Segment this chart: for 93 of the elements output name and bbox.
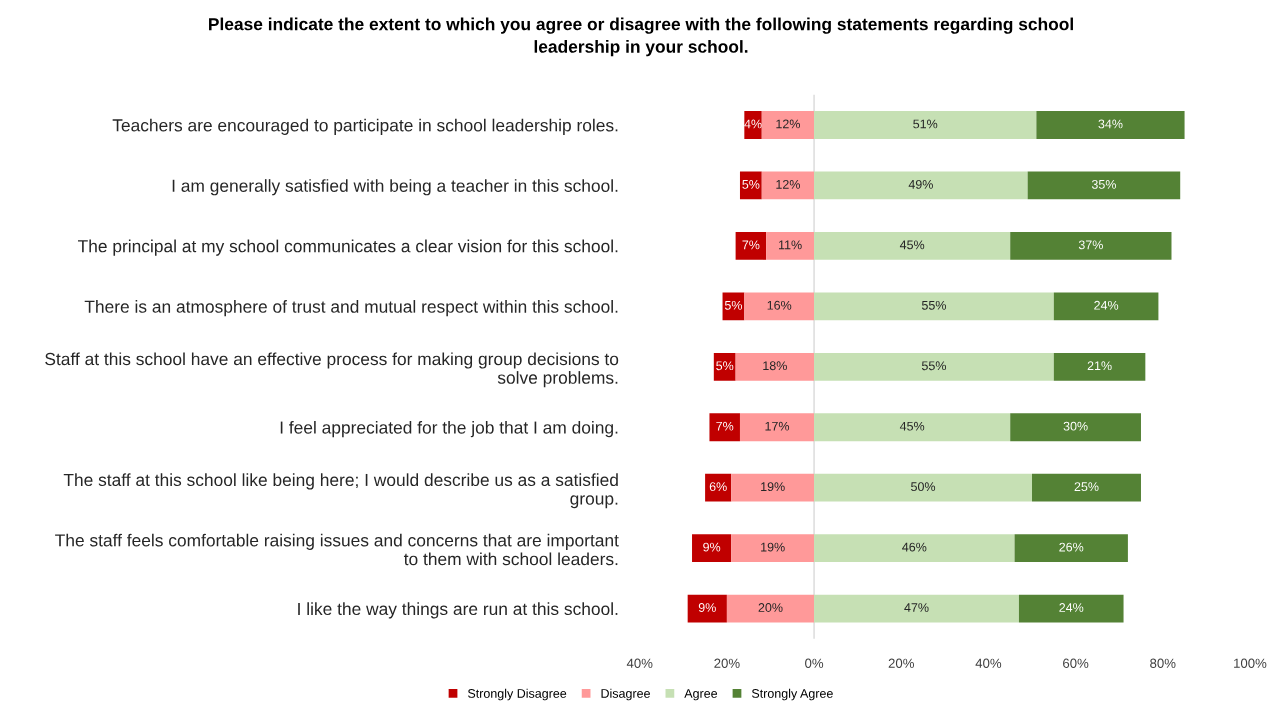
bar: [735, 352, 815, 381]
data-label: 12%: [776, 179, 800, 189]
data-label: 37%: [1078, 240, 1103, 250]
bar: [739, 413, 815, 442]
y-tick-label: The staff at this school like being here; I would describe us as a satisfied group.: [63, 473, 618, 509]
data-label: 35%: [1091, 179, 1116, 189]
bar: [726, 594, 815, 623]
bar: [1018, 594, 1124, 623]
data-label: 5%: [724, 300, 743, 310]
data-label: 9%: [698, 603, 716, 612]
bar: [739, 171, 762, 200]
data-label: 55%: [921, 300, 946, 310]
data-label: 20%: [758, 603, 783, 612]
data-label: 11%: [779, 240, 802, 250]
bar: [1053, 292, 1159, 321]
bar: [1010, 231, 1172, 260]
bar: [814, 231, 1011, 260]
data-label: 18%: [763, 361, 787, 371]
bar: [709, 413, 740, 442]
bar: [766, 231, 815, 260]
data-label: 47%: [904, 603, 929, 612]
legend-label: Agree: [684, 689, 718, 701]
bar: [735, 231, 767, 260]
x-tick-label: 60%: [1063, 658, 1089, 668]
y-tick-label: I like the way things are run at this school.: [298, 602, 618, 619]
bar: [1053, 352, 1146, 381]
legend-label: Strongly Agree: [751, 688, 833, 701]
data-label: 12%: [776, 119, 800, 129]
y-tick-label: I feel appreciated for the job that I am doing.: [280, 420, 618, 438]
bar: [731, 534, 815, 563]
data-label: 16%: [767, 300, 792, 310]
x-tick-label: 100%: [1234, 658, 1267, 668]
bar: [814, 171, 1028, 200]
data-label: 34%: [1098, 119, 1123, 129]
data-label: 7%: [716, 421, 734, 431]
data-label: 55%: [921, 361, 946, 371]
data-label: 5%: [742, 180, 760, 189]
bar: [761, 171, 815, 200]
data-label: 9%: [703, 542, 721, 552]
data-label: 7%: [742, 240, 760, 250]
x-tick-label: 40%: [626, 658, 653, 668]
y-tick-label: I am generally satisfied with being a teacher in this school.: [172, 179, 618, 196]
bar: [705, 473, 732, 502]
chart-title: Please indicate the extent to which you agree or disagree with the following statements regarding school leadership in your school.: [209, 17, 1073, 57]
data-label: 45%: [899, 421, 925, 431]
x-tick-label: 20%: [714, 658, 740, 668]
bar: [814, 473, 1033, 502]
x-tick-label: 80%: [1150, 658, 1176, 668]
bar: [761, 111, 815, 139]
data-label: 24%: [1094, 300, 1119, 310]
data-label: 45%: [899, 240, 925, 250]
bar: [1036, 111, 1185, 139]
bar: [1010, 413, 1141, 442]
data-label: 19%: [761, 482, 785, 492]
bar: [814, 413, 1011, 442]
bar: [744, 111, 762, 139]
bar: [692, 534, 732, 563]
data-label: 25%: [1074, 482, 1099, 492]
x-tick-label: 20%: [888, 658, 914, 668]
bar: [814, 292, 1054, 321]
legend-label: Disagree: [601, 688, 650, 701]
y-tick-label: Staff at this school have an effective process for making group decisions to solve problems.: [45, 352, 619, 388]
bar: [687, 594, 727, 623]
bar: [814, 111, 1037, 139]
data-label: 30%: [1063, 421, 1088, 431]
data-label: 21%: [1087, 361, 1112, 371]
data-label: 5%: [716, 361, 734, 371]
data-label: 4%: [744, 119, 762, 129]
data-label: 24%: [1059, 603, 1084, 612]
data-label: 51%: [913, 119, 938, 129]
data-label: 17%: [765, 421, 790, 431]
bar: [1014, 534, 1128, 563]
data-label: 6%: [709, 482, 727, 492]
bar: [1032, 473, 1141, 502]
bar: [814, 594, 1019, 623]
y-tick-label: There is an atmosphere of trust and mutual respect within this school.: [84, 300, 618, 317]
data-label: 49%: [908, 179, 933, 189]
legend-label: Strongly Disagree: [467, 688, 567, 701]
y-tick-label: The staff feels comfortable raising issues and concerns that are important to them with school leaders.: [55, 533, 619, 566]
y-tick-label: Teachers are encouraged to participate in school leadership roles.: [112, 118, 618, 135]
x-tick-label: 0%: [805, 658, 824, 668]
bar: [744, 292, 815, 321]
bar: [814, 534, 1015, 563]
y-tick-label: The principal at my school communicates a clear vision for this school.: [77, 239, 618, 256]
data-label: 46%: [902, 542, 927, 552]
data-label: 50%: [911, 482, 936, 492]
bar: [731, 473, 815, 502]
data-label: 26%: [1059, 542, 1084, 552]
bar: [814, 352, 1054, 381]
x-tick-label: 40%: [975, 658, 1002, 668]
data-label: 19%: [761, 542, 785, 552]
bar: [713, 352, 736, 381]
bar: [1027, 171, 1181, 200]
